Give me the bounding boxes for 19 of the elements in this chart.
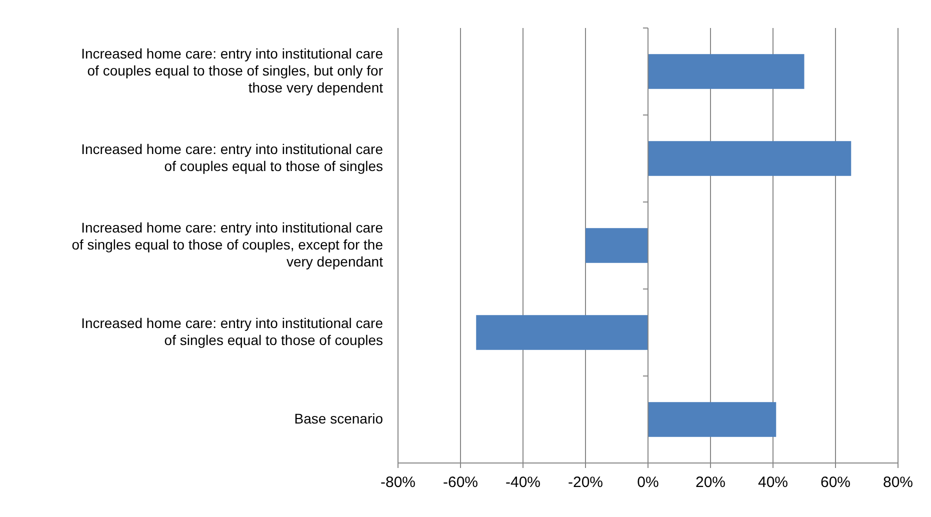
- x-tick-label: 0%: [637, 474, 659, 491]
- y-tick-label: Increased home care: entry into institutional care of singles equal to those of couples: [81, 314, 384, 348]
- x-tick-label: -80%: [380, 474, 416, 491]
- y-tick-label: Increased home care: entry into institutional care of couples equal to those of singles: [81, 140, 384, 174]
- x-tick-label: 40%: [758, 474, 788, 491]
- bar: [476, 315, 648, 350]
- y-tick-label: Base scenario: [294, 410, 384, 426]
- x-tick-label: -60%: [442, 474, 478, 491]
- x-tick-label: -20%: [568, 474, 604, 491]
- x-tick-label: -40%: [505, 474, 541, 491]
- x-tick-label: 60%: [820, 474, 851, 491]
- bar: [648, 141, 852, 176]
- x-tick-label: 20%: [695, 474, 726, 491]
- y-tick-label: Increased home care: entry into institutional care of couples equal to those of singles, but only for those very dependent: [81, 45, 384, 96]
- y-tick-label: Increased home care: entry into institutional care of singles equal to those of couples, except for the very dependant: [72, 219, 384, 270]
- bar: [648, 54, 804, 89]
- bar: [648, 402, 776, 437]
- bar: [586, 228, 648, 263]
- x-tick-label: 80%: [882, 474, 914, 491]
